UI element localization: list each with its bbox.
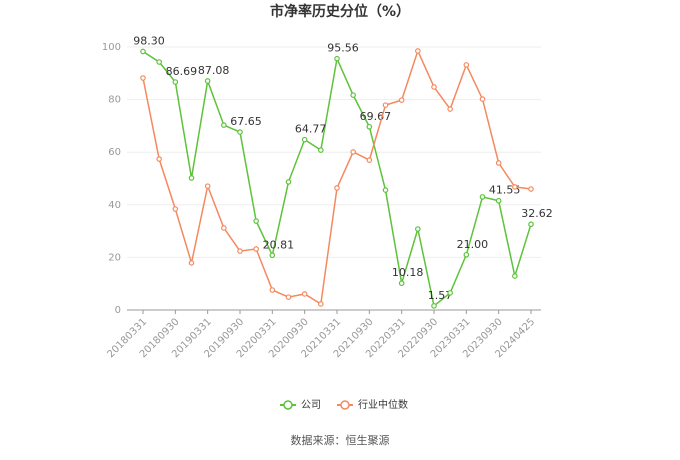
- point: [447, 106, 453, 112]
- point: [479, 194, 486, 200]
- point: [237, 129, 243, 135]
- y-tick-label: 80: [108, 95, 121, 106]
- point: [140, 48, 146, 55]
- data-label: 21.00: [457, 238, 489, 251]
- point: [528, 221, 534, 228]
- point: [221, 122, 227, 128]
- point: [350, 92, 356, 98]
- point: [398, 97, 405, 103]
- point: [253, 246, 259, 252]
- point: [204, 183, 211, 189]
- point: [301, 291, 308, 297]
- point: [398, 280, 405, 287]
- point: [285, 294, 292, 300]
- point: [285, 179, 292, 185]
- point: [172, 79, 179, 85]
- data-label: 1.57: [428, 289, 453, 302]
- point: [415, 226, 421, 232]
- data-label: 10.18: [392, 266, 424, 279]
- point: [528, 186, 534, 192]
- point: [415, 48, 421, 54]
- point: [512, 273, 518, 279]
- point: [431, 303, 437, 309]
- series-line: [142, 50, 532, 308]
- point: [140, 75, 146, 81]
- point: [431, 84, 437, 90]
- data-label: 64.77: [295, 123, 327, 136]
- point: [512, 184, 518, 190]
- y-tick-label: 100: [102, 42, 121, 53]
- point: [366, 157, 373, 163]
- point: [156, 156, 162, 162]
- point: [463, 62, 470, 68]
- point: [156, 59, 162, 65]
- legend-swatch: [283, 400, 293, 410]
- y-tick-label: 0: [115, 305, 121, 316]
- point: [334, 55, 340, 62]
- data-label: 67.65: [230, 115, 262, 128]
- data-label: 86.69: [166, 65, 198, 78]
- data-label: 87.08: [198, 64, 230, 77]
- point: [253, 218, 259, 224]
- point: [318, 301, 324, 307]
- point: [366, 123, 373, 130]
- point: [350, 149, 356, 155]
- source-note: 数据来源：恒生聚源: [291, 433, 390, 447]
- series-line: [142, 48, 532, 306]
- point: [269, 252, 276, 259]
- y-tick-label: 60: [108, 147, 121, 158]
- y-tick-label: 40: [108, 200, 121, 211]
- data-label: 32.62: [521, 207, 553, 220]
- point: [221, 225, 227, 231]
- point: [269, 287, 276, 293]
- point: [188, 260, 195, 266]
- point: [382, 187, 389, 193]
- point: [463, 251, 470, 258]
- point: [495, 197, 502, 204]
- point: [301, 136, 308, 143]
- point: [204, 78, 211, 84]
- y-tick-label: 20: [108, 252, 121, 263]
- legend-label: 公司: [301, 400, 321, 411]
- legend-swatch: [340, 400, 350, 410]
- data-label: 98.30: [133, 34, 165, 47]
- data-label: 20.81: [263, 238, 295, 251]
- point: [479, 96, 486, 102]
- chart-title: 市净率历史分位（%）: [270, 3, 410, 20]
- point: [318, 147, 324, 153]
- point: [447, 290, 453, 296]
- point: [382, 102, 389, 108]
- point: [237, 248, 243, 254]
- point: [188, 175, 195, 181]
- point: [172, 206, 179, 212]
- data-label: 69.67: [360, 110, 392, 123]
- point: [334, 185, 340, 191]
- legend-label: 行业中位数: [358, 398, 408, 411]
- data-label: 95.56: [327, 42, 359, 55]
- point: [495, 160, 502, 166]
